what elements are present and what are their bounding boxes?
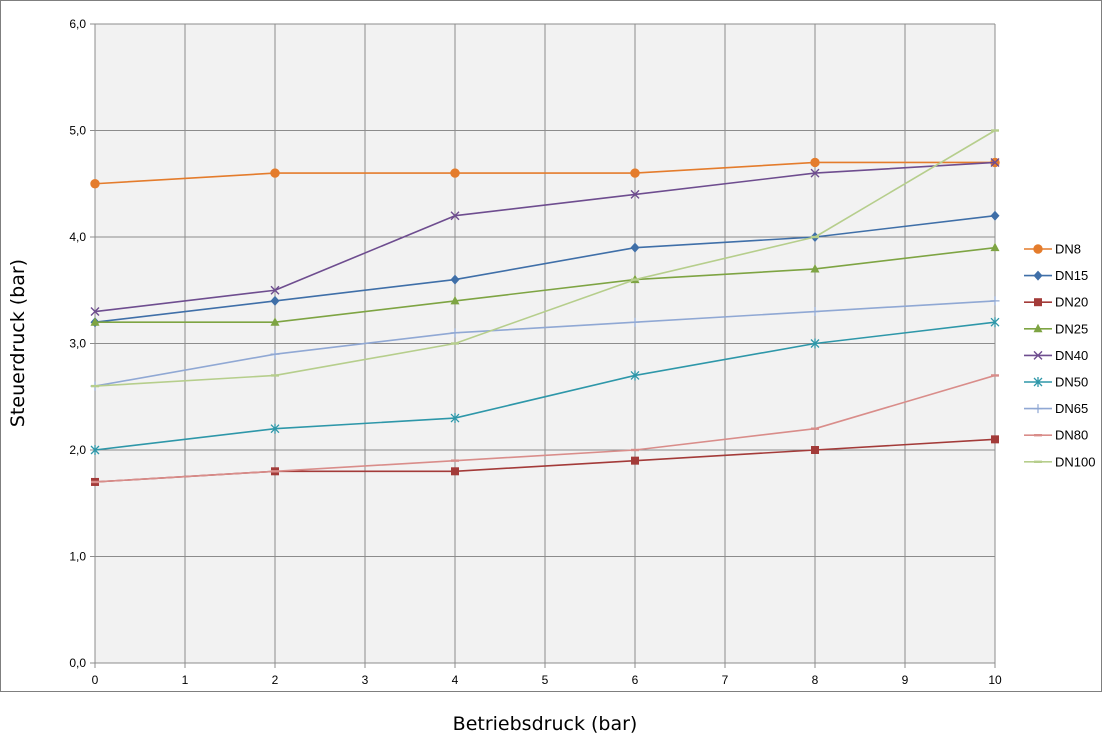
data-point-dn20 bbox=[811, 446, 819, 454]
data-point-dn8 bbox=[90, 179, 100, 189]
series-line-dn40 bbox=[94, 161, 996, 313]
series-dn40 bbox=[90, 157, 1000, 317]
series-dn50 bbox=[90, 317, 1000, 455]
legend-item-dn50: DN50 bbox=[1024, 375, 1088, 390]
data-point-dn20 bbox=[451, 467, 459, 476]
data-point-dn50 bbox=[270, 423, 280, 434]
series-line-dn80 bbox=[94, 374, 996, 483]
legend-marker-dn40 bbox=[1033, 350, 1043, 360]
x-tick-label: 2 bbox=[272, 673, 279, 687]
series-line-dn100 bbox=[94, 129, 996, 387]
series-dn100 bbox=[91, 129, 999, 388]
legend-label-dn100: DN100 bbox=[1055, 454, 1095, 469]
x-tick-label: 1 bbox=[182, 673, 189, 687]
legend-item-dn40: DN40 bbox=[1024, 348, 1088, 363]
legend-label-dn8: DN8 bbox=[1055, 242, 1081, 257]
data-point-dn65 bbox=[990, 296, 1000, 306]
data-point-dn40 bbox=[270, 285, 280, 295]
legend-label-dn80: DN80 bbox=[1055, 428, 1088, 443]
legend-label-dn65: DN65 bbox=[1055, 401, 1088, 416]
legend-label-dn15: DN15 bbox=[1055, 268, 1088, 283]
data-point-dn15 bbox=[270, 295, 280, 306]
legend-item-dn20: DN20 bbox=[1024, 295, 1088, 310]
y-tick-label: 3,0 bbox=[69, 337, 86, 351]
data-point-dn8 bbox=[270, 168, 280, 178]
data-point-dn20 bbox=[631, 456, 639, 465]
data-point-dn65 bbox=[810, 307, 820, 317]
x-tick-label: 0 bbox=[92, 673, 99, 687]
y-tick-label: 2,0 bbox=[69, 443, 86, 457]
x-tick-label: 4 bbox=[452, 673, 459, 687]
legend-label-dn50: DN50 bbox=[1055, 375, 1088, 390]
y-axis-title: Steuerdruck (bar) bbox=[7, 259, 29, 427]
legend-item-dn100: DN100 bbox=[1024, 454, 1095, 469]
data-point-dn50 bbox=[90, 445, 100, 455]
data-point-dn50 bbox=[630, 370, 640, 381]
x-tick-label: 9 bbox=[902, 673, 909, 687]
data-point-dn15 bbox=[630, 242, 640, 253]
data-point-dn40 bbox=[630, 189, 640, 199]
data-point-dn20 bbox=[991, 435, 999, 444]
legend-marker-dn65 bbox=[1033, 404, 1043, 414]
x-tick-label: 3 bbox=[362, 673, 369, 687]
data-point-dn25 bbox=[450, 295, 460, 305]
data-point-dn65 bbox=[450, 328, 460, 338]
x-tick-label: 6 bbox=[632, 673, 639, 687]
data-point-dn8 bbox=[810, 157, 820, 168]
data-point-dn8 bbox=[450, 168, 460, 178]
data-point-dn40 bbox=[990, 157, 1000, 167]
legend-item-dn15: DN15 bbox=[1024, 268, 1088, 283]
y-tick-label: 1,0 bbox=[69, 550, 86, 564]
x-tick-label: 7 bbox=[722, 673, 729, 687]
data-point-dn15 bbox=[450, 274, 460, 285]
x-axis-title: Betriebsdruck (bar) bbox=[453, 713, 638, 735]
data-point-dn40 bbox=[90, 307, 100, 317]
series-line-dn8 bbox=[94, 161, 995, 185]
series-dn80 bbox=[91, 374, 999, 484]
data-point-dn15 bbox=[990, 210, 1000, 221]
legend-marker-dn20 bbox=[1034, 298, 1042, 307]
legend-item-dn65: DN65 bbox=[1024, 401, 1088, 416]
legend-item-dn80: DN80 bbox=[1024, 428, 1088, 443]
data-point-dn25 bbox=[810, 263, 820, 273]
x-tick-label: 5 bbox=[542, 673, 549, 687]
legend: DN8 DN15 DN20 DN25 DN40 DN50 DN65 DN80 DN100 bbox=[1024, 242, 1095, 469]
legend-marker-dn8 bbox=[1033, 244, 1043, 254]
series-line-dn50 bbox=[94, 321, 996, 451]
gridlines bbox=[95, 23, 996, 663]
y-tick-label: 5,0 bbox=[69, 124, 86, 138]
data-point-dn50 bbox=[990, 317, 1000, 328]
legend-marker-dn50 bbox=[1033, 377, 1043, 387]
series-lines bbox=[90, 129, 1000, 486]
data-point-dn40 bbox=[450, 211, 460, 221]
data-point-dn25 bbox=[90, 317, 100, 326]
data-point-dn65 bbox=[270, 349, 280, 359]
y-tick-label: 6,0 bbox=[69, 17, 86, 31]
data-point-dn50 bbox=[810, 338, 820, 349]
y-tick-label: 4,0 bbox=[69, 230, 86, 244]
data-point-dn50 bbox=[450, 413, 460, 424]
legend-item-dn8: DN8 bbox=[1024, 242, 1081, 257]
series-line-dn25 bbox=[95, 246, 996, 324]
series-line-dn65 bbox=[94, 300, 996, 387]
data-point-dn25 bbox=[990, 242, 1000, 252]
data-point-dn25 bbox=[270, 317, 280, 326]
y-tick-label: 0,0 bbox=[69, 656, 86, 670]
x-tick-label: 8 bbox=[812, 673, 819, 687]
series-line-dn15 bbox=[94, 214, 996, 323]
legend-marker-dn25 bbox=[1033, 323, 1043, 333]
legend-item-dn25: DN25 bbox=[1024, 321, 1088, 336]
data-point-dn40 bbox=[810, 168, 820, 178]
legend-marker-dn15 bbox=[1033, 270, 1043, 281]
legend-label-dn25: DN25 bbox=[1055, 321, 1088, 336]
legend-label-dn40: DN40 bbox=[1055, 348, 1088, 363]
x-tick-label: 10 bbox=[988, 673, 1002, 687]
legend-label-dn20: DN20 bbox=[1055, 295, 1088, 310]
data-point-dn8 bbox=[630, 168, 640, 178]
data-point-dn65 bbox=[630, 317, 640, 327]
axes: 0 1 2 3 4 5 6 7 8 9 10 0,0 1,0 2,0 3,0 4,0 5,0 6,0 bbox=[69, 17, 1002, 687]
series-dn15 bbox=[90, 210, 1000, 328]
